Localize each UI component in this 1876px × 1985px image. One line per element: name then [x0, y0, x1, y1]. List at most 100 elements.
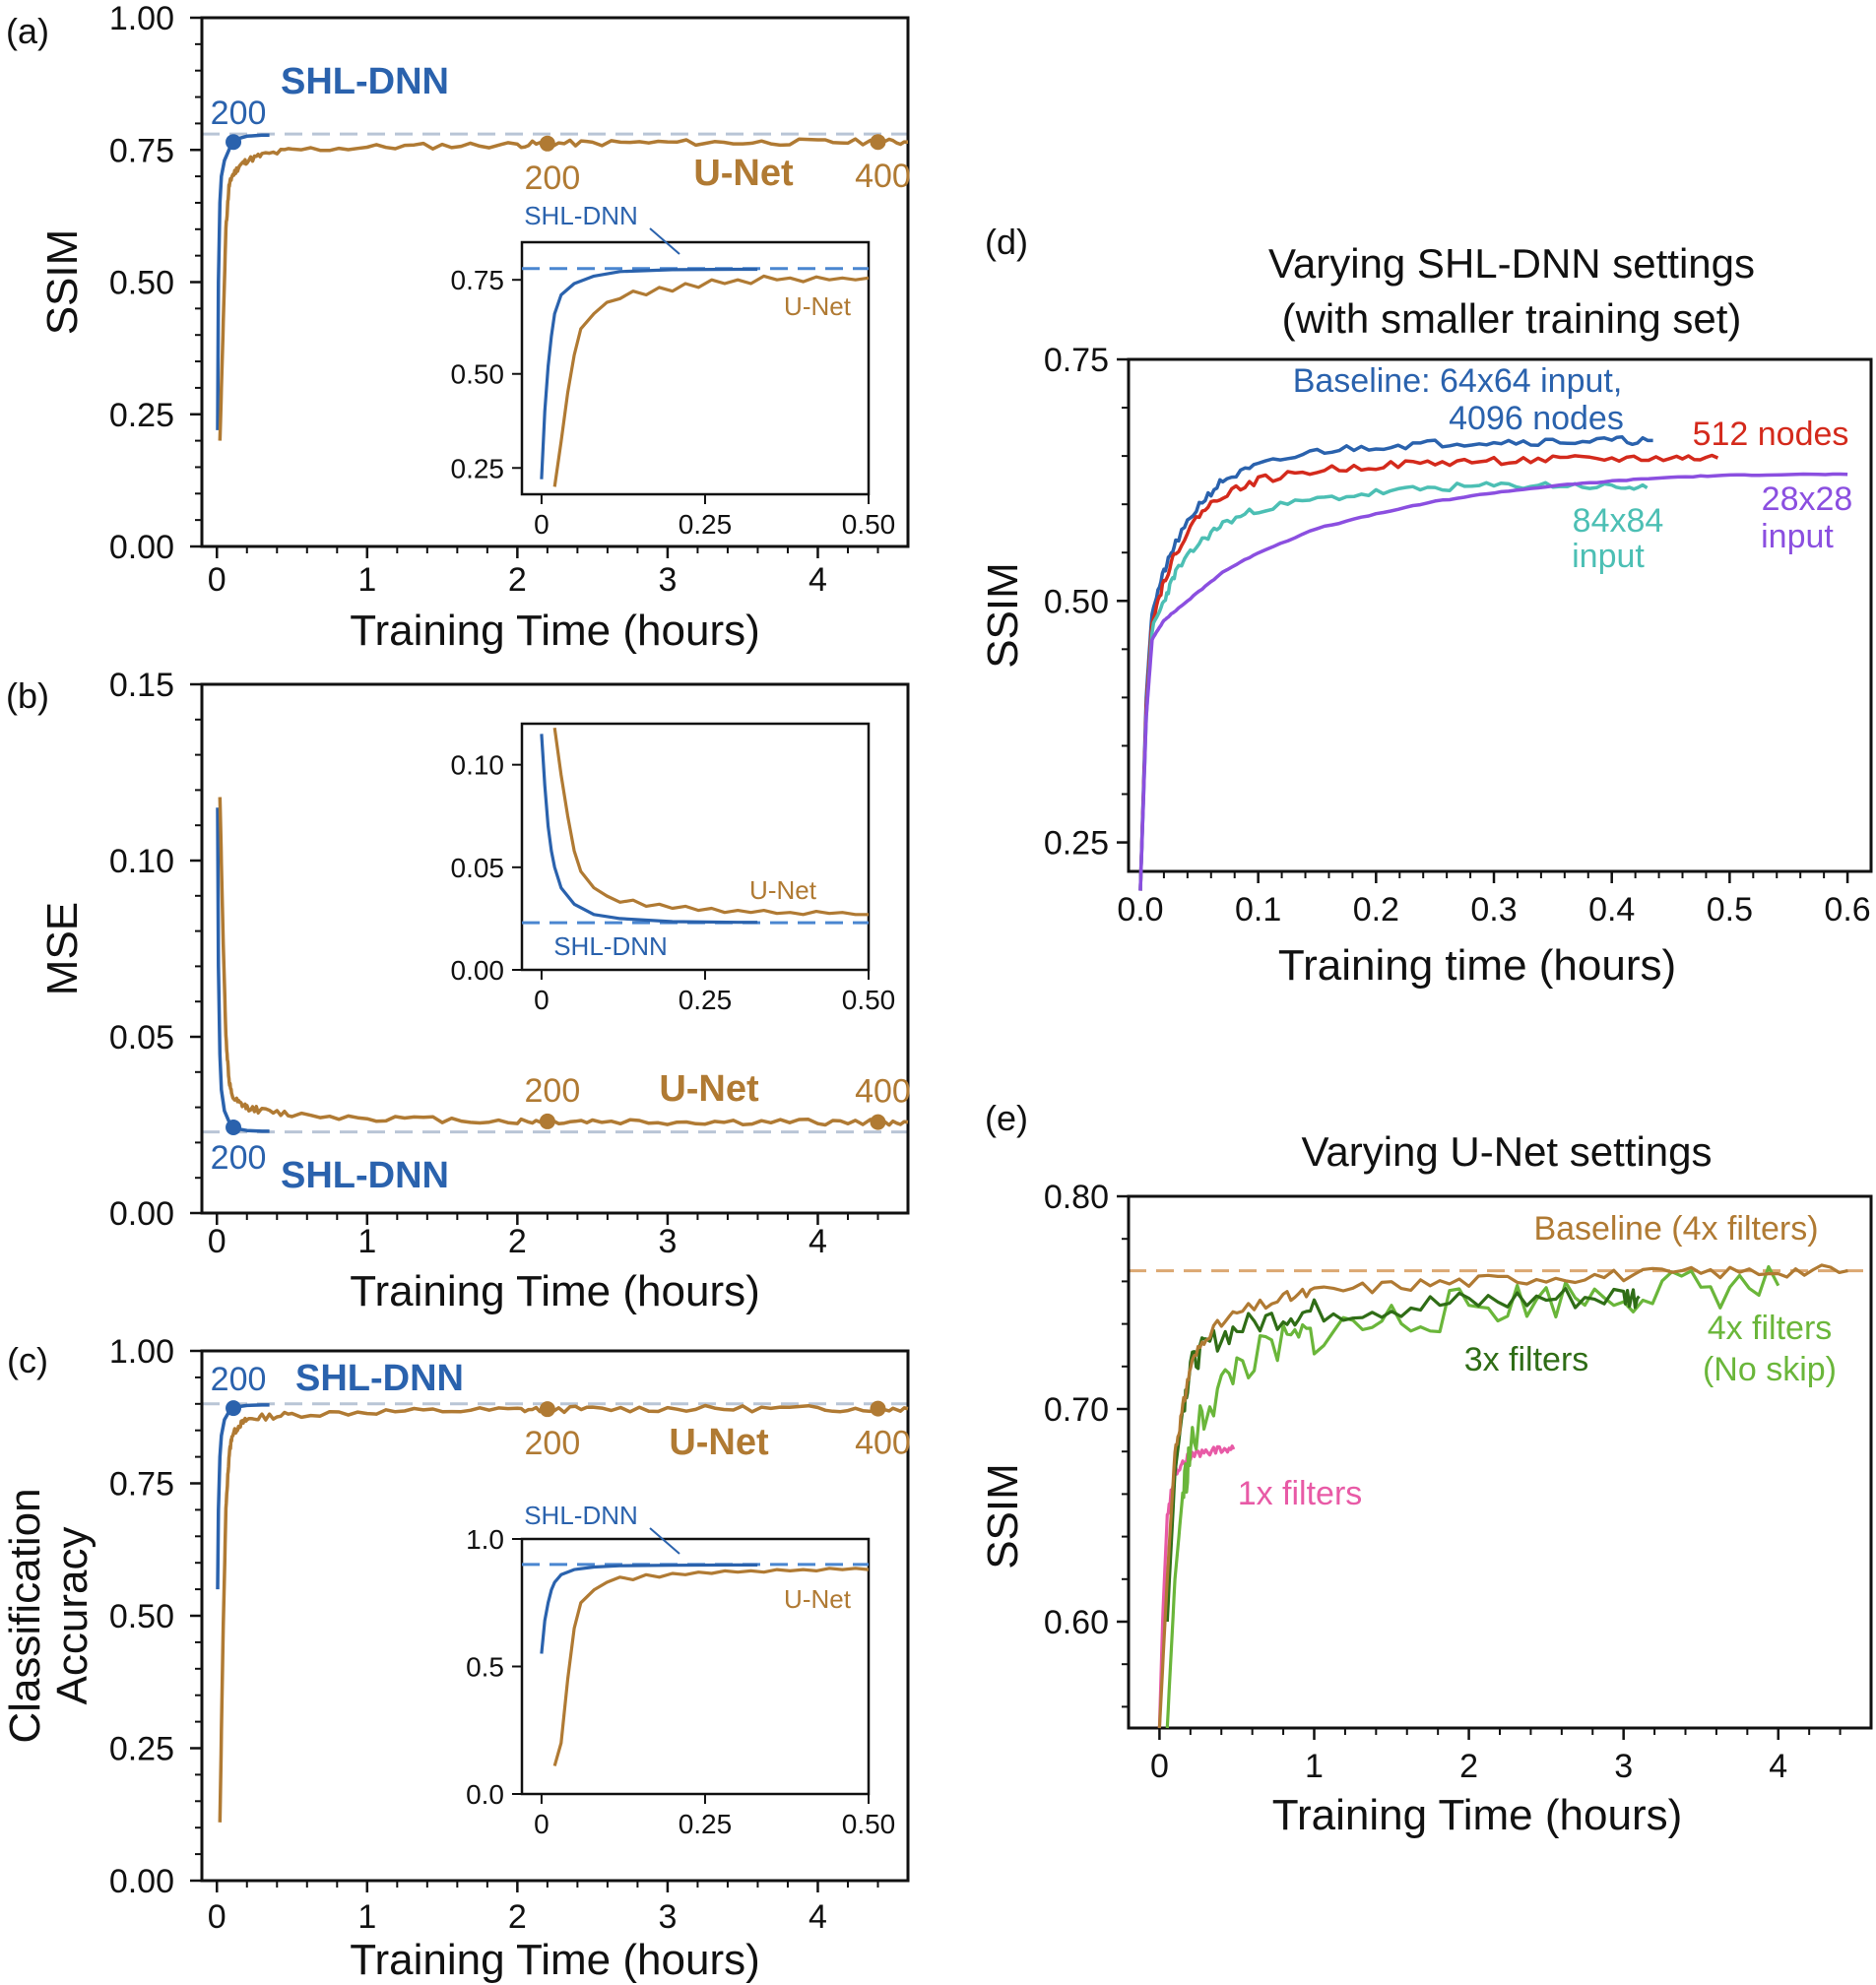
x-tick-label: 3 [658, 561, 677, 599]
epoch-marker-label: 400 [855, 1425, 911, 1462]
series-line [1138, 435, 1653, 891]
inset-label-leader [649, 1527, 680, 1555]
series-label-u-net: U-Net [659, 1068, 759, 1110]
inset-x-tick-label: 0.25 [679, 1809, 733, 1839]
x-axis-label: Training Time (hours) [350, 1267, 760, 1315]
x-tick-label: 3 [658, 1223, 677, 1260]
epoch-marker-label: 200 [211, 95, 267, 132]
inset-b: 0.00 0.05 0.10 0 0.25 0.50 SHL-DNN U-Net [451, 722, 896, 1015]
y-tick-label: 0.15 [109, 667, 174, 704]
inset-y-tick-label: 0.25 [451, 453, 505, 483]
panel-d: (d) Varying SHL-DNN settings (with smaller… [979, 222, 1873, 990]
inset-series-line-shl-dnn [540, 734, 758, 925]
y-tick-label: 0.50 [109, 265, 174, 302]
series-label: (No skip) [1703, 1351, 1837, 1388]
y-tick-label: 1.00 [109, 0, 174, 37]
inset-x-tick-label: 0.50 [842, 1809, 896, 1839]
x-tick-label: 0 [208, 1223, 226, 1260]
epoch-marker-label: 200 [525, 160, 581, 197]
x-axis-label: Training time (hours) [1278, 941, 1676, 990]
inset-series-line-shl-dnn [540, 267, 758, 480]
series-label-shl-dnn: SHL-DNN [295, 1358, 464, 1399]
y-axis-label: SSIM [979, 562, 1027, 669]
series-label: Baseline (4x filters) [1533, 1210, 1818, 1248]
series-line [1157, 1263, 1848, 1729]
series-label-u-net: U-Net [669, 1422, 769, 1463]
x-tick-label: 2 [508, 1223, 527, 1260]
epoch-marker [539, 135, 555, 152]
x-tick-label: 0 [208, 1898, 226, 1936]
epoch-marker-label: 400 [855, 158, 911, 195]
inset-series-line-u-net [552, 1567, 870, 1766]
epoch-marker-label: 400 [855, 1073, 911, 1111]
series-label-shl-dnn: SHL-DNN [281, 1155, 449, 1196]
series-label: 84x84 [1573, 502, 1664, 540]
series-line-u-net [218, 137, 909, 441]
x-tick-label: 0 [208, 561, 226, 599]
series-label-u-net: U-Net [693, 153, 794, 194]
inset-label-u-net: U-Net [784, 291, 852, 321]
plot-frame [200, 682, 910, 1215]
epoch-marker [539, 1113, 555, 1129]
y-tick-label: 0.00 [109, 1863, 174, 1900]
x-axis-label: Training Time (hours) [1272, 1791, 1683, 1839]
x-axis-label: Training Time (hours) [350, 1936, 760, 1984]
inset-x-tick-label: 0.50 [842, 509, 896, 540]
x-tick-label: 4 [809, 1223, 827, 1260]
epoch-marker-label: 200 [211, 1361, 267, 1398]
y-tick-label: 0.50 [1044, 583, 1109, 620]
series-line [1138, 472, 1848, 891]
x-tick-label: 0.1 [1235, 891, 1281, 928]
y-tick-label: 0.60 [1044, 1604, 1109, 1641]
inset-frame [520, 722, 871, 972]
inset-label-u-net: U-Net [749, 875, 817, 905]
inset-y-tick-label: 0.75 [451, 265, 505, 295]
series-line-u-net [218, 1403, 909, 1823]
x-tick-label: 4 [809, 561, 827, 599]
series-line [1165, 1287, 1641, 1623]
x-tick-label: 0.6 [1824, 891, 1870, 928]
x-tick-label: 1 [357, 1898, 376, 1936]
x-tick-label: 1 [357, 561, 376, 599]
inset-y-tick-label: 1.0 [466, 1524, 504, 1555]
inset-label-shl-dnn: SHL-DNN [524, 201, 638, 230]
panel-label: (e) [985, 1098, 1028, 1138]
series-label: 28x28 [1762, 480, 1853, 518]
y-axis-label: MSE [38, 902, 87, 995]
inset-series-line-u-net [552, 274, 870, 487]
y-tick-label: 0.25 [109, 397, 174, 434]
epoch-marker [226, 134, 242, 151]
inset-x-tick-label: 0.50 [842, 985, 896, 1015]
inset-frame [520, 1537, 871, 1796]
inset-y-tick-label: 0.5 [466, 1652, 504, 1683]
y-axis-label: Classification [1, 1488, 49, 1743]
x-tick-label: 2 [508, 1898, 527, 1936]
inset-y-tick-label: 0.50 [451, 359, 505, 390]
y-tick-label: 0.00 [109, 529, 174, 566]
epoch-marker-label: 200 [525, 1425, 581, 1462]
epoch-marker [870, 1400, 886, 1417]
y-axis-label: SSIM [979, 1463, 1027, 1569]
chart-title: Varying SHL-DNN settings [1268, 240, 1755, 287]
inset-frame [520, 240, 871, 496]
inset-y-tick-label: 0.10 [451, 750, 505, 781]
x-tick-label: 2 [508, 561, 527, 599]
epoch-marker [539, 1401, 555, 1418]
series-label: 3x filters [1464, 1341, 1589, 1378]
inset-x-tick-label: 0 [534, 1809, 550, 1839]
y-axis-label: SSIM [38, 229, 87, 336]
y-tick-label: 0.75 [1044, 342, 1109, 379]
panel-label: (d) [985, 222, 1028, 262]
epoch-marker [870, 134, 886, 151]
x-tick-label: 0.4 [1588, 891, 1635, 928]
series-line [1138, 453, 1719, 891]
epoch-marker [226, 1120, 242, 1136]
inset-label-shl-dnn: SHL-DNN [553, 931, 668, 961]
chart-title: Varying U-Net settings [1301, 1128, 1712, 1175]
panel-label: (c) [7, 1340, 48, 1380]
y-tick-label: 1.00 [109, 1333, 174, 1371]
inset-x-tick-label: 0 [534, 509, 550, 540]
y-tick-label: 0.70 [1044, 1391, 1109, 1429]
